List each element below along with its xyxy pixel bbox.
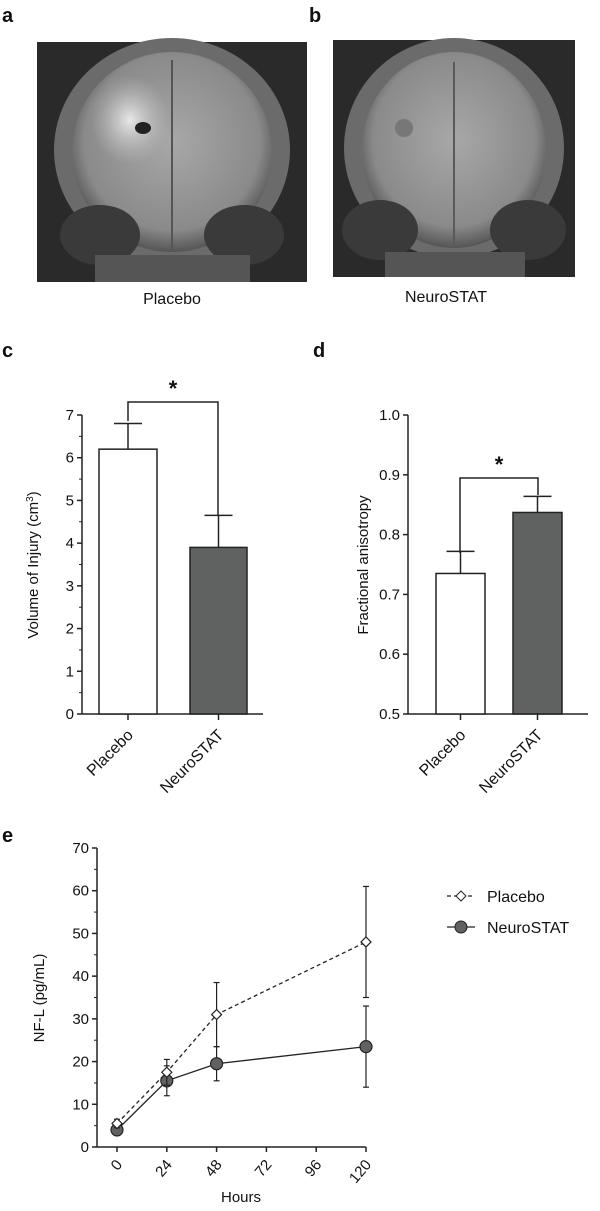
y-tick-label: 0.6 xyxy=(379,646,400,663)
data-point-neurostat xyxy=(359,1040,373,1054)
y-axis-label: Volume of Injury (cm3) xyxy=(25,491,43,638)
y-tick-label: 4 xyxy=(66,535,74,552)
significance-bracket xyxy=(127,401,219,515)
panel-label-a: a xyxy=(2,5,14,27)
y-tick-label: 5 xyxy=(66,492,74,509)
y-tick-label: 20 xyxy=(72,1054,89,1071)
x-axis-label: Hours xyxy=(221,1189,261,1206)
y-tick-label: 50 xyxy=(72,925,89,942)
legend-marker-neurostat xyxy=(454,920,468,934)
bar-neurostat xyxy=(189,546,248,715)
y-tick-label: 7 xyxy=(66,407,74,424)
x-tick-label: 0 xyxy=(108,1157,126,1174)
x-tick-label: 72 xyxy=(252,1157,276,1181)
data-point-placebo xyxy=(210,1008,223,1021)
bar-placebo xyxy=(435,572,486,715)
x-tick-label: 48 xyxy=(202,1157,226,1181)
y-tick-label: 0.5 xyxy=(379,706,400,723)
y-tick-label: 60 xyxy=(72,883,89,900)
data-point-placebo xyxy=(111,1117,123,1130)
y-tick-label: 0 xyxy=(81,1139,89,1156)
y-tick-label: 3 xyxy=(66,578,74,595)
x-tick-label: Placebo xyxy=(84,727,137,780)
panel-label-c: c xyxy=(2,340,13,362)
significance-star: * xyxy=(495,452,504,477)
significance-bracket xyxy=(459,477,539,553)
data-point-placebo xyxy=(160,1066,173,1079)
y-tick-label: 0 xyxy=(66,706,74,723)
bar-neurostat xyxy=(512,511,563,715)
legend-marker-placebo xyxy=(455,890,467,902)
y-tick-label: 1.0 xyxy=(379,407,400,424)
x-tick-label: Placebo xyxy=(416,727,469,780)
y-tick-label: 0.7 xyxy=(379,586,400,603)
y-tick-label: 70 xyxy=(72,840,89,857)
series-line-placebo xyxy=(116,941,367,1124)
mri-image-placebo xyxy=(37,38,307,282)
y-axis-label: Fractional anisotropy xyxy=(355,495,372,635)
bar-placebo xyxy=(98,448,158,715)
legend-label-placebo: Placebo xyxy=(487,889,545,906)
panel-label-e: e xyxy=(2,825,13,847)
y-tick-label: 40 xyxy=(72,968,89,985)
x-tick-label: 120 xyxy=(346,1157,375,1187)
x-tick-label: NeuroSTAT xyxy=(157,727,227,797)
x-tick-label: 24 xyxy=(152,1157,176,1181)
significance-star: * xyxy=(169,376,178,401)
caption-neurostat: NeuroSTAT xyxy=(405,289,487,306)
series-line-neurostat xyxy=(116,1045,367,1131)
y-tick-label: 6 xyxy=(66,450,74,467)
legend-label-neurostat: NeuroSTAT xyxy=(487,920,569,937)
y-axis-label: NF-L (pg/mL) xyxy=(31,954,48,1043)
y-tick-label: 0.8 xyxy=(379,527,400,544)
caption-placebo: Placebo xyxy=(143,291,201,308)
panel-label-d: d xyxy=(313,340,325,362)
data-point-neurostat xyxy=(210,1057,224,1071)
chart-nfl-over-time: 0 10 20 30 40 50 60 70 0 24 48 72 96 120 NeuroSTAT Plac… xyxy=(72,840,569,1187)
mri-image-neurostat xyxy=(333,38,575,277)
panel-label-b: b xyxy=(309,5,321,27)
y-tick-label: 0.9 xyxy=(379,467,400,484)
x-tick-label: NeuroSTAT xyxy=(476,727,546,797)
y-tick-label: 30 xyxy=(72,1011,89,1028)
chart-fractional-anisotropy: 0.5 0.6 0.7 0.8 0.9 1.0 Placebo NeuroSTAT * xyxy=(379,407,588,797)
x-tick-label: 96 xyxy=(302,1157,326,1181)
y-tick-label: 2 xyxy=(66,621,74,638)
y-tick-label: 10 xyxy=(72,1096,89,1113)
chart-volume-of-injury: 0 1 2 3 4 5 6 7 Placebo NeuroSTAT * xyxy=(66,376,263,797)
y-tick-label: 1 xyxy=(66,663,74,680)
data-point-placebo xyxy=(360,936,372,948)
